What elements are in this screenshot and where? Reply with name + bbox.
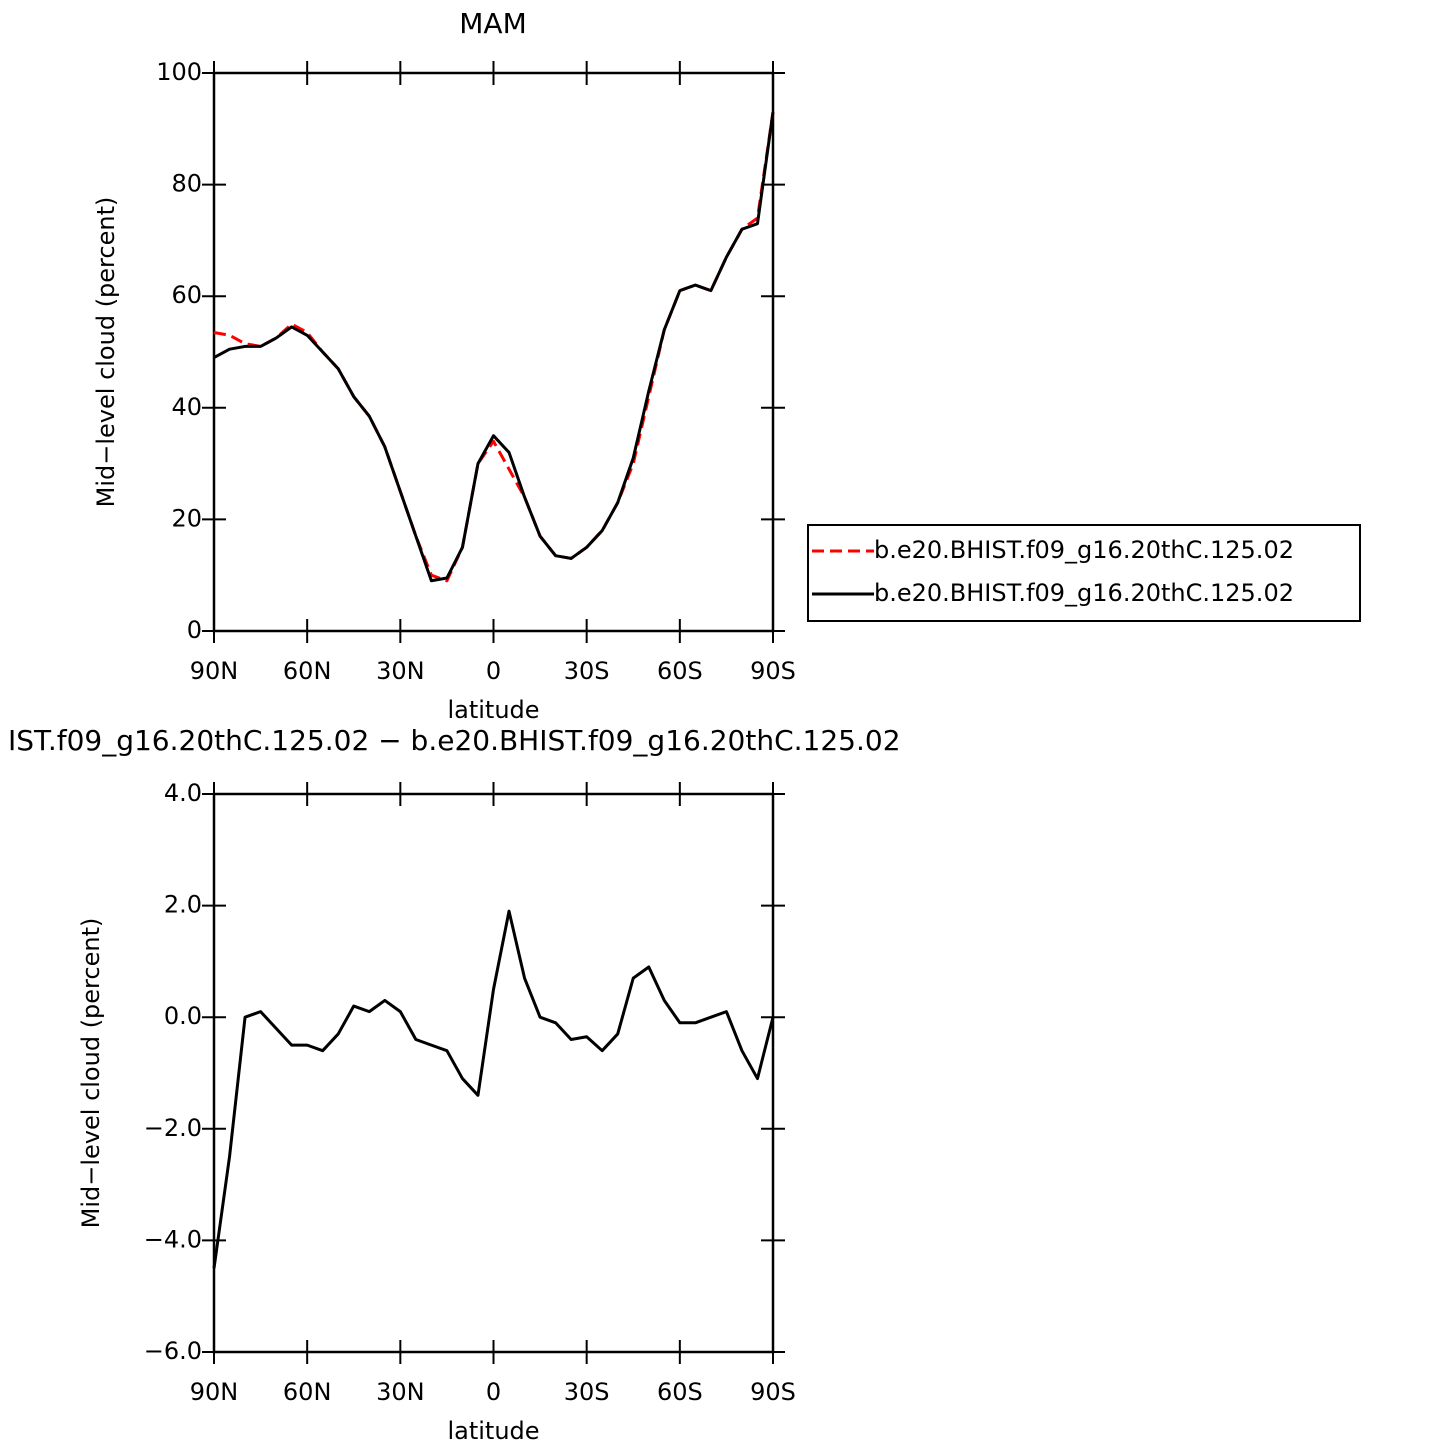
y-tick-label: 4.0 xyxy=(164,779,202,807)
x-tick-label: 90N xyxy=(190,1378,239,1406)
x-axis-label: latitude xyxy=(447,696,539,724)
y-tick-label: 2.0 xyxy=(164,891,202,919)
y-axis-label: Mid−level cloud (percent) xyxy=(77,918,105,1229)
legend-box xyxy=(807,524,1361,622)
y-tick-label: 80 xyxy=(171,170,202,198)
legend-label: b.e20.BHIST.f09_g16.20thC.125.02 xyxy=(874,579,1294,607)
chart-title: MAM xyxy=(459,7,526,40)
y-tick-label: −2.0 xyxy=(144,1114,202,1142)
data-line xyxy=(213,111,775,583)
y-tick-label: 0 xyxy=(187,616,202,644)
plot-frame xyxy=(212,792,775,1354)
y-tick-label: 0.0 xyxy=(164,1002,202,1030)
x-tick-label: 30S xyxy=(564,657,610,685)
legend-label: b.e20.BHIST.f09_g16.20thC.125.02 xyxy=(874,536,1294,564)
x-tick-label: 0 xyxy=(486,657,501,685)
x-tick-label: 30N xyxy=(376,657,425,685)
x-tick-label: 60N xyxy=(283,657,332,685)
y-axis-label: Mid−level cloud (percent) xyxy=(92,197,120,508)
y-tick-label: 60 xyxy=(171,281,202,309)
x-tick-label: 60N xyxy=(283,1378,332,1406)
y-tick-label: 100 xyxy=(156,58,202,86)
x-tick-label: 30N xyxy=(376,1378,425,1406)
y-tick-label: 40 xyxy=(171,393,202,421)
y-tick-label: 20 xyxy=(171,504,202,532)
x-tick-label: 60S xyxy=(657,657,703,685)
y-tick-label: −4.0 xyxy=(144,1225,202,1253)
x-tick-label: 60S xyxy=(657,1378,703,1406)
data-line xyxy=(212,909,775,1269)
x-tick-label: 30S xyxy=(564,1378,610,1406)
x-tick-label: 90S xyxy=(750,657,796,685)
chart-title: IST.f09_g16.20thC.125.02 − b.e20.BHIST.f… xyxy=(8,724,901,757)
x-tick-label: 90S xyxy=(750,1378,796,1406)
plot-frame xyxy=(212,71,775,633)
y-tick-label: −6.0 xyxy=(144,1337,202,1365)
data-line xyxy=(213,111,775,583)
x-tick-label: 90N xyxy=(190,657,239,685)
x-axis-label: latitude xyxy=(447,1417,539,1445)
x-tick-label: 0 xyxy=(486,1378,501,1406)
